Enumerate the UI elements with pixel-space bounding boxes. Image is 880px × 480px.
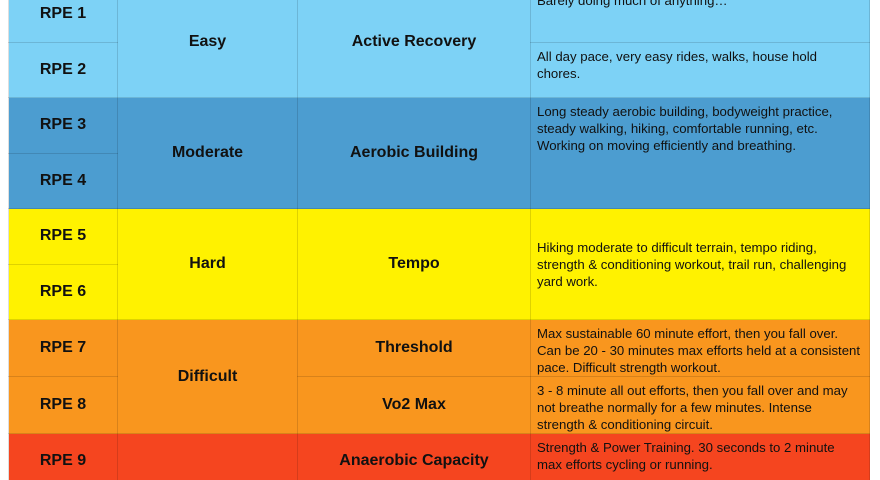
table-row: RPE 9 Anaerobic Capacity Strength & Power … (8, 433, 870, 480)
table-row: RPE 2 All day pace, very easy rides, walk… (8, 41, 870, 98)
table-row: RPE 5 Hard Tempo Hiking moderate to difficu… (8, 208, 870, 320)
rpe-cell: RPE 3 (8, 97, 118, 154)
rpe-cell: RPE 1 (8, 0, 118, 43)
rpe-cell: RPE 4 (8, 152, 118, 209)
rpe-cell: RPE 8 (8, 376, 118, 434)
rpe-cell: RPE 7 (8, 319, 118, 377)
zone-cell: Threshold (297, 319, 531, 377)
zone-cell: Anaerobic Capacity (297, 433, 531, 480)
table-row: RPE 8 Vo2 Max 3 - 8 minute all out efforts… (8, 376, 870, 434)
description-cell: Max sustainable 60 minute effort, then y… (530, 319, 870, 377)
level-cell: Easy (117, 0, 298, 98)
description-cell: Barely doing much of anything… (530, 0, 870, 43)
zone-cell: Vo2 Max (297, 376, 531, 434)
description-cell: 3 - 8 minute all out efforts, then you f… (530, 376, 870, 434)
table-row: RPE 4 (8, 152, 870, 209)
level-cell (117, 433, 298, 480)
level-cell: Hard (117, 208, 298, 320)
zone-cell: Active Recovery (297, 0, 531, 98)
table-row: RPE 1 Easy Active Recovery Barely doing muc… (8, 0, 870, 98)
description-cell: Long steady aerobic building, bodyweight… (530, 97, 870, 209)
table-row: RPE 3 Moderate Aerobic Building Long steady… (8, 97, 870, 209)
rpe-cell: RPE 2 (8, 41, 118, 98)
table-row: RPE 7 Difficult Threshold Max sustainable 6… (8, 319, 870, 434)
description-cell: Hiking moderate to difficult terrain, te… (530, 208, 870, 320)
level-cell: Moderate (117, 97, 298, 209)
description-cell: All day pace, very easy rides, walks, ho… (530, 41, 870, 98)
rpe-cell: RPE 5 (8, 208, 118, 265)
level-cell: Difficult (117, 319, 298, 434)
rpe-cell: RPE 6 (8, 263, 118, 320)
zone-cell: Aerobic Building (297, 97, 531, 209)
rpe-table: RPE 1 Easy Active Recovery Barely doing muc… (8, 0, 870, 480)
table-row: RPE 6 (8, 263, 870, 320)
zone-cell: Tempo (297, 208, 531, 320)
description-cell: Strength & Power Training. 30 seconds to… (530, 433, 870, 480)
rpe-cell: RPE 9 (8, 433, 118, 480)
